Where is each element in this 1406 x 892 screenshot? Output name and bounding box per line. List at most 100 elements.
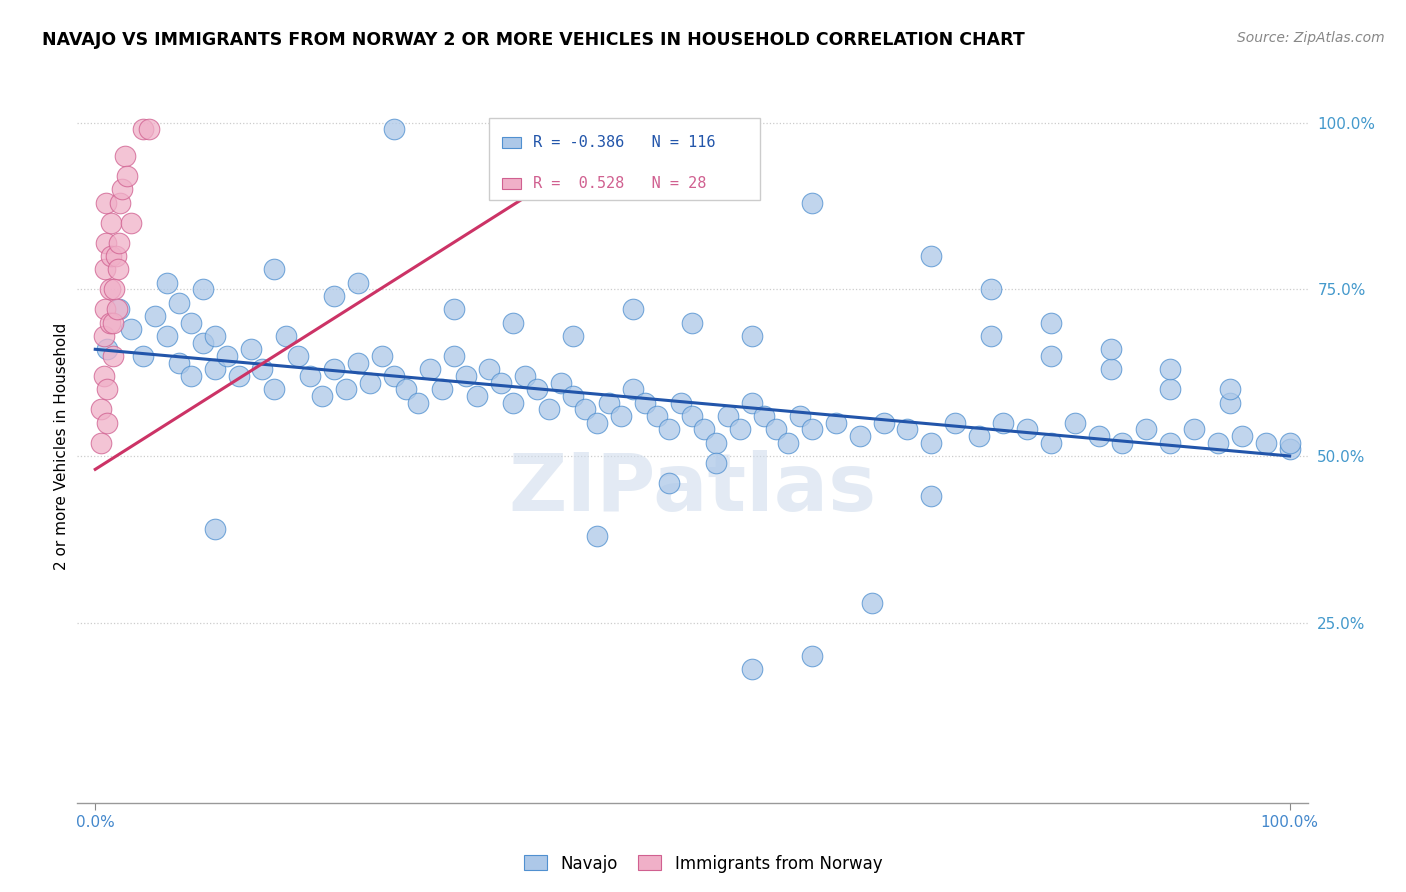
Point (101, 316, 124, 330)
Point (491, 376, 513, 390)
Point (359, 376, 381, 390)
Point (96, 382, 118, 396)
Point (120, 216, 142, 230)
Point (682, 316, 704, 330)
Point (382, 368, 405, 383)
Point (1254, 435, 1277, 450)
Point (1039, 435, 1062, 450)
Point (526, 382, 548, 396)
Point (1015, 422, 1038, 436)
Text: Source: ZipAtlas.com: Source: ZipAtlas.com (1237, 31, 1385, 45)
Point (478, 362, 501, 376)
Point (991, 416, 1014, 430)
Text: R =  0.528   N = 28: R = 0.528 N = 28 (533, 176, 706, 191)
Point (1206, 435, 1229, 450)
Point (93, 368, 115, 383)
Point (789, 409, 811, 423)
Point (704, 456, 727, 470)
Point (502, 316, 524, 330)
Point (347, 356, 370, 370)
Point (93, 329, 115, 343)
Point (658, 475, 681, 490)
Point (752, 409, 775, 423)
Point (347, 276, 370, 290)
Point (132, 349, 155, 363)
Point (132, 122, 155, 136)
Point (299, 368, 322, 383)
Point (824, 416, 846, 430)
Point (406, 395, 429, 409)
Point (382, 122, 405, 136)
Point (395, 382, 418, 396)
Point (776, 435, 799, 450)
Point (1278, 442, 1301, 457)
Point (98, 282, 121, 296)
Point (634, 395, 657, 409)
Point (454, 368, 477, 383)
Point (765, 422, 787, 436)
Bar (489, 118, 761, 200)
Point (741, 395, 763, 409)
Point (94, 302, 117, 317)
Point (419, 362, 441, 376)
Point (467, 389, 489, 403)
Point (741, 662, 763, 676)
Point (502, 395, 524, 409)
Point (848, 429, 870, 443)
Legend: Navajo, Immigrants from Norway: Navajo, Immigrants from Norway (517, 848, 889, 880)
Point (252, 362, 274, 376)
Point (167, 356, 190, 370)
Point (1159, 382, 1181, 396)
Point (645, 409, 668, 423)
Point (108, 302, 131, 317)
Point (239, 343, 262, 357)
Point (550, 376, 572, 390)
Point (693, 422, 716, 436)
Point (896, 422, 918, 436)
Point (1039, 316, 1062, 330)
Point (943, 416, 966, 430)
Point (860, 596, 883, 610)
Point (96, 416, 118, 430)
Point (114, 149, 136, 163)
Point (443, 302, 465, 317)
Point (1087, 429, 1109, 443)
Point (94, 235, 117, 250)
Point (1219, 382, 1241, 396)
Point (98, 316, 121, 330)
Point (371, 349, 394, 363)
Point (704, 435, 727, 450)
Point (138, 122, 160, 136)
Point (1099, 343, 1122, 357)
Point (180, 368, 202, 383)
Point (574, 402, 596, 417)
Point (287, 349, 309, 363)
Point (1159, 435, 1181, 450)
Point (920, 489, 942, 503)
Point (980, 329, 1002, 343)
Point (669, 395, 692, 409)
Point (1039, 349, 1062, 363)
Point (323, 362, 346, 376)
Point (920, 435, 942, 450)
Point (1063, 416, 1085, 430)
Point (100, 216, 122, 230)
Point (1182, 422, 1205, 436)
Point (1099, 362, 1122, 376)
Point (1278, 435, 1301, 450)
Point (1230, 429, 1253, 443)
Point (335, 382, 357, 396)
Point (204, 522, 226, 536)
Point (538, 402, 561, 417)
Y-axis label: 2 or more Vehicles in Household: 2 or more Vehicles in Household (53, 322, 69, 570)
Point (167, 295, 190, 310)
Point (621, 382, 644, 396)
Point (94, 195, 117, 210)
Point (430, 382, 453, 396)
Point (90, 402, 112, 417)
Point (100, 249, 122, 263)
Point (1111, 435, 1133, 450)
Point (323, 289, 346, 303)
Point (621, 302, 644, 317)
Point (156, 329, 179, 343)
